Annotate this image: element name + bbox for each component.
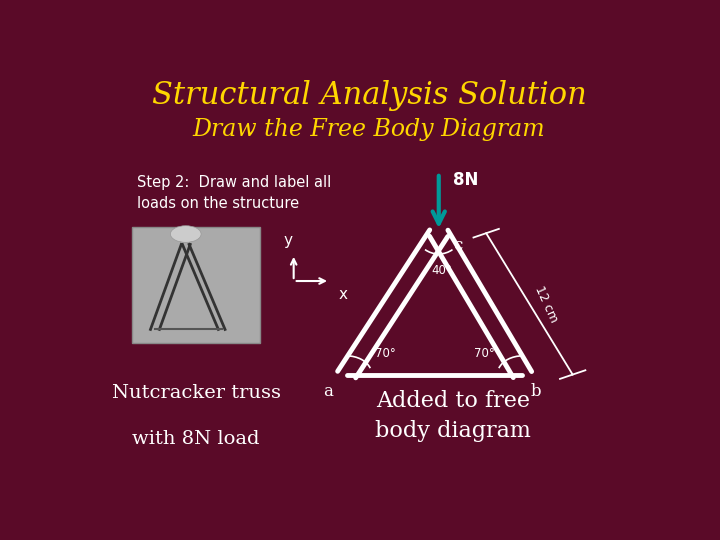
Text: Draw the Free Body Diagram: Draw the Free Body Diagram	[193, 118, 545, 141]
Text: 70°: 70°	[474, 347, 495, 360]
Ellipse shape	[171, 226, 201, 242]
Text: 70°: 70°	[374, 347, 395, 360]
Text: with 8N load: with 8N load	[132, 430, 260, 448]
Text: x: x	[338, 287, 347, 302]
Text: c: c	[453, 238, 462, 254]
Text: 40°: 40°	[431, 265, 452, 278]
Text: 8N: 8N	[453, 171, 478, 189]
Text: a: a	[323, 383, 333, 400]
Text: Nutcracker truss: Nutcracker truss	[112, 384, 281, 402]
Text: y: y	[284, 233, 292, 248]
Text: b: b	[531, 383, 541, 400]
Bar	[132, 227, 260, 343]
Text: 12 cm: 12 cm	[532, 284, 560, 324]
Text: Added to free
body diagram: Added to free body diagram	[375, 390, 531, 442]
Text: Structural Analysis Solution: Structural Analysis Solution	[152, 80, 586, 111]
Text: Step 2:  Draw and label all
loads on the structure: Step 2: Draw and label all loads on the …	[138, 175, 332, 211]
